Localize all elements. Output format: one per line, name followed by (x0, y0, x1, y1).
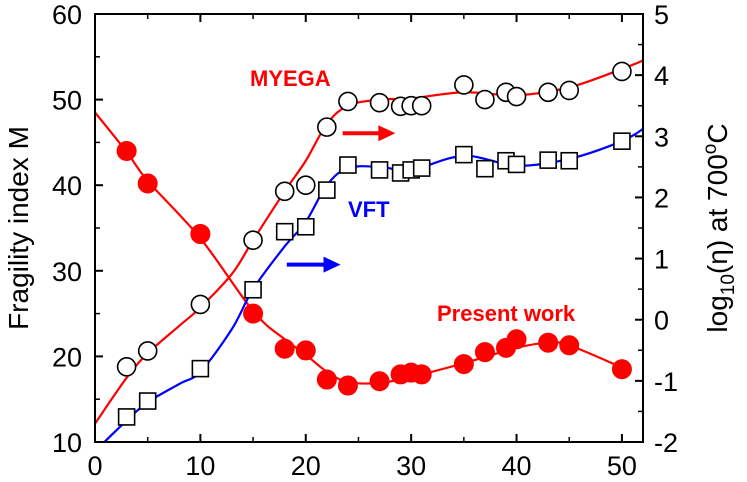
y-left-tick-label: 10 (52, 428, 82, 458)
y-left-tick-label: 40 (52, 171, 82, 201)
present-work-point (116, 140, 137, 161)
vft-point (613, 132, 631, 150)
vft-point (191, 359, 210, 378)
y-axis-right-title: log10(η) at 700oC (700, 123, 739, 332)
x-tick-label: 20 (291, 451, 321, 481)
x-tick-label: 10 (185, 451, 215, 481)
vft-label: VFT (348, 197, 390, 222)
y-right-tick-label: 1 (654, 245, 669, 275)
y-right-tick-label: -2 (654, 428, 678, 458)
data-markers (116, 61, 632, 426)
myega-point (295, 175, 316, 195)
myega-point (190, 294, 211, 315)
present-work-point (316, 369, 337, 390)
present-work-point (538, 332, 559, 353)
axis-ticks (94, 13, 643, 443)
myega-point (506, 86, 527, 107)
y-right-tick-label: 2 (654, 183, 669, 213)
myega-fit-curve (95, 59, 643, 425)
vft-point (476, 159, 494, 178)
myega-point (612, 61, 632, 82)
vft-point (318, 181, 336, 199)
myega-point (538, 82, 558, 103)
myega-point (116, 356, 137, 377)
x-tick-label: 50 (607, 451, 637, 481)
myega-label: MYEGA (250, 66, 331, 91)
myega-point (559, 80, 580, 101)
vft-point (507, 155, 526, 174)
vft-point (117, 408, 136, 426)
y-right-tick-label: -1 (654, 367, 678, 397)
myega-arrow-head (378, 125, 396, 142)
vft-point (370, 161, 389, 179)
vft-point (275, 222, 294, 241)
vft-point (244, 280, 262, 299)
vft-point (296, 217, 315, 236)
y-right-tick-label: 4 (654, 61, 669, 91)
myega-point (475, 89, 495, 110)
x-tick-label: 30 (396, 451, 426, 481)
present-work-point (337, 375, 358, 396)
present-work-point (274, 338, 295, 359)
y-left-tick-label: 60 (52, 0, 82, 30)
vft-point (539, 151, 557, 169)
vft-point (412, 159, 431, 177)
vft-point (560, 151, 579, 170)
present-work-point (295, 340, 316, 361)
y-left-tick-label: 20 (52, 342, 82, 372)
present-work-point (453, 354, 474, 375)
myega-point (369, 92, 390, 113)
vft-point (339, 156, 357, 174)
plot-frame (94, 13, 644, 443)
myega-point (411, 95, 432, 116)
present-work-point (369, 371, 390, 392)
vft-point (455, 145, 473, 164)
y-left-tick-label: 50 (52, 86, 82, 116)
y-axis-left-title: Fragility index M (3, 126, 34, 330)
series-arrows (286, 125, 396, 273)
present-work-point (506, 329, 527, 350)
x-tick-label: 40 (502, 451, 532, 481)
myega-point (317, 117, 337, 137)
present-work-point (474, 342, 495, 363)
y-right-tick-label: 0 (654, 306, 669, 336)
present-work-point (137, 173, 158, 194)
vft-point (138, 392, 157, 410)
myega-point (137, 341, 158, 361)
myega-point (454, 75, 474, 95)
vft-arrow-head (323, 256, 341, 273)
present-work-point (190, 223, 211, 244)
fit-curves (95, 59, 643, 442)
y-right-tick-label: 3 (654, 122, 669, 152)
present-work-point (243, 303, 264, 324)
vft-fit-curve (102, 127, 643, 442)
x-tick-label: 0 (87, 451, 102, 481)
myega-point (243, 230, 263, 251)
present-work-point (611, 359, 632, 380)
present-work-point (559, 335, 580, 356)
present-work-label: Present work (437, 301, 576, 326)
present-work-point (411, 364, 432, 385)
y-left-tick-label: 30 (52, 257, 82, 287)
myega-point (338, 91, 358, 112)
y-right-tick-label: 5 (654, 0, 669, 30)
myega-point (274, 181, 295, 202)
